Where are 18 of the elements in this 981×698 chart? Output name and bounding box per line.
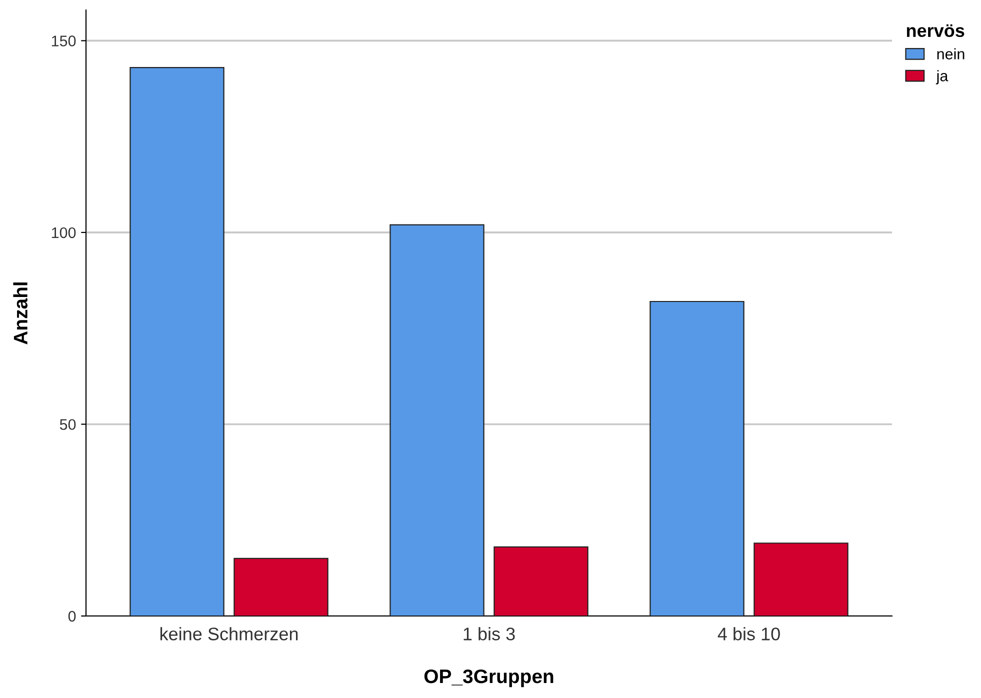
bar bbox=[130, 66, 224, 616]
legend-label: ja bbox=[936, 70, 948, 84]
x-tick-label: 4 bis 10 bbox=[718, 627, 780, 640]
legend-label: nein bbox=[937, 48, 964, 60]
x-tick-label: 1 bis 3 bbox=[464, 627, 515, 640]
y-tick-label: 50 bbox=[60, 419, 76, 430]
bar bbox=[650, 300, 744, 616]
legend-title: nervös bbox=[906, 24, 964, 38]
y-tick-label: 150 bbox=[52, 36, 76, 46]
bar bbox=[754, 542, 848, 616]
bar bbox=[234, 558, 328, 616]
y-tick-label: 100 bbox=[52, 227, 76, 238]
x-tick-label: keine Schmerzen bbox=[160, 627, 298, 640]
y-tick-label: 0 bbox=[68, 610, 76, 622]
y-axis-title: Anzahl bbox=[13, 282, 28, 344]
bar bbox=[494, 546, 588, 616]
x-axis-title: OP_3Gruppen bbox=[424, 669, 554, 688]
bar bbox=[390, 224, 484, 616]
